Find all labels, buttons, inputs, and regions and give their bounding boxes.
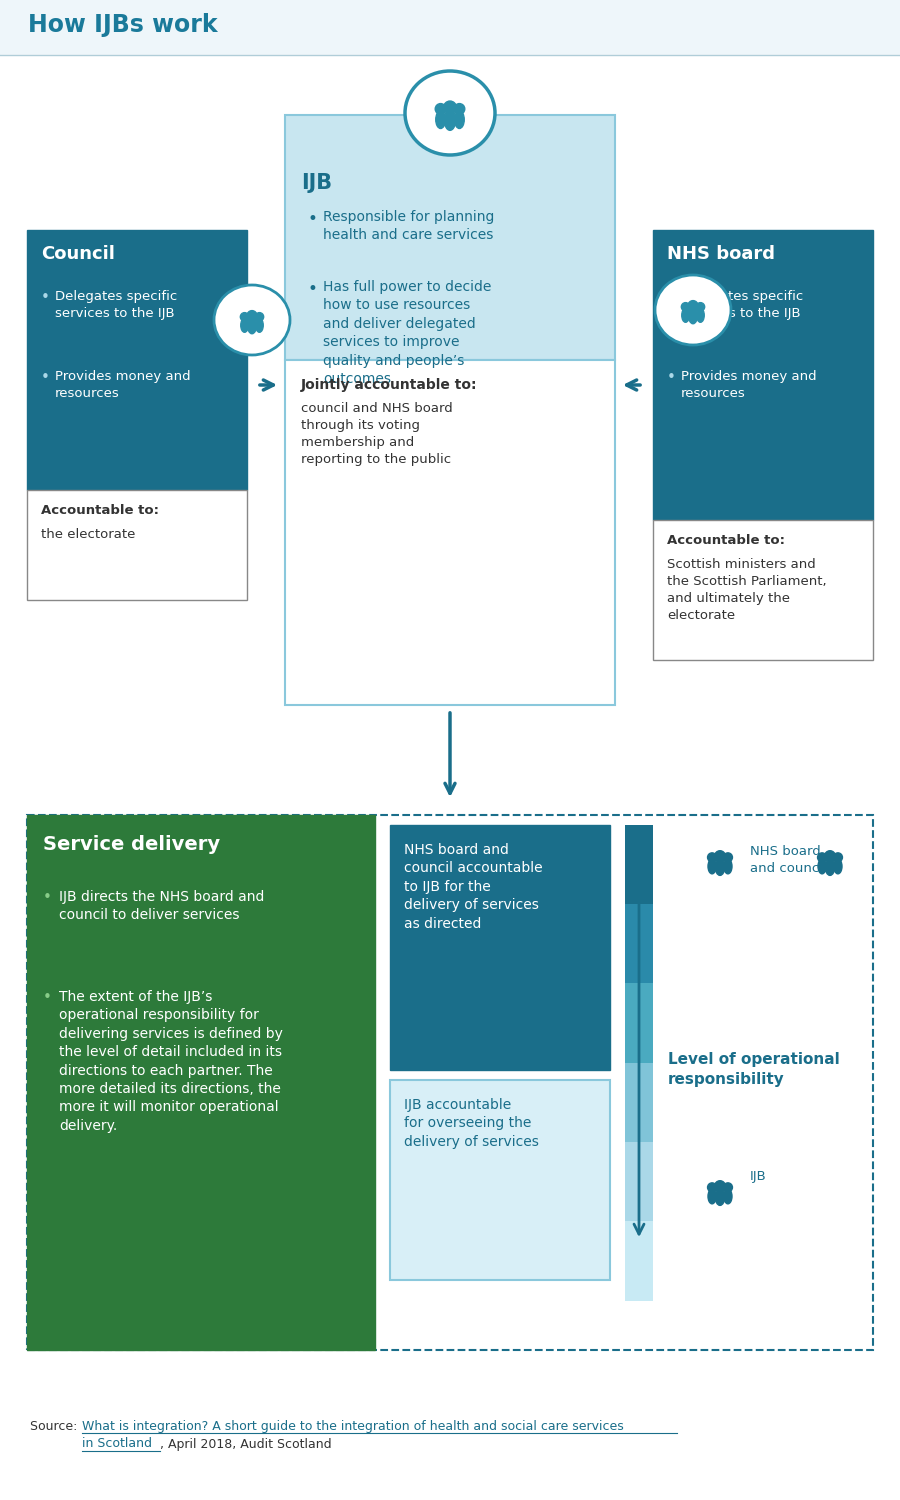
Text: the electorate: the electorate [41,528,135,542]
Ellipse shape [716,858,724,876]
Text: Provides money and
resources: Provides money and resources [681,370,816,400]
FancyBboxPatch shape [625,1221,653,1300]
Circle shape [436,104,446,114]
Circle shape [707,853,716,862]
Text: •: • [667,290,676,304]
Text: •: • [667,370,676,386]
Ellipse shape [248,318,256,334]
Ellipse shape [697,309,704,322]
FancyBboxPatch shape [285,360,615,705]
Text: NHS board and
council accountable
to IJB for the
delivery of services
as directe: NHS board and council accountable to IJB… [404,843,543,930]
Ellipse shape [445,110,455,130]
Text: Level of operational
responsibility: Level of operational responsibility [668,1052,840,1088]
Text: Service delivery: Service delivery [43,836,220,854]
FancyBboxPatch shape [625,984,653,1064]
Ellipse shape [688,308,698,324]
Ellipse shape [818,859,826,874]
FancyBboxPatch shape [0,0,900,56]
Ellipse shape [214,285,290,356]
Text: IJB accountable
for overseeing the
delivery of services: IJB accountable for overseeing the deliv… [404,1098,539,1149]
Text: •: • [43,990,52,1005]
Text: How IJBs work: How IJBs work [28,13,218,38]
FancyBboxPatch shape [27,815,375,1350]
FancyBboxPatch shape [27,230,247,490]
Text: IJB: IJB [301,172,332,194]
Text: What is integration? A short guide to the integration of health and social care : What is integration? A short guide to th… [82,1420,624,1450]
Circle shape [240,312,248,321]
Circle shape [724,1184,733,1192]
Text: •: • [41,370,50,386]
Ellipse shape [716,1188,724,1206]
Text: Has full power to decide
how to use resources
and deliver delegated
services to : Has full power to decide how to use reso… [323,280,491,386]
Text: NHS board
and council: NHS board and council [750,844,827,874]
FancyBboxPatch shape [625,904,653,984]
FancyBboxPatch shape [653,230,873,520]
Ellipse shape [655,274,731,345]
FancyBboxPatch shape [0,56,900,800]
Circle shape [454,104,464,114]
Ellipse shape [682,309,689,322]
Circle shape [715,850,725,861]
Ellipse shape [708,859,716,874]
FancyBboxPatch shape [653,520,873,660]
Text: Responsible for planning
health and care services: Responsible for planning health and care… [323,210,494,243]
Circle shape [724,853,733,862]
Circle shape [256,312,264,321]
Text: , April 2018, Audit Scotland: , April 2018, Audit Scotland [160,1438,331,1450]
Text: IJB directs the NHS board and
council to deliver services: IJB directs the NHS board and council to… [59,890,265,922]
Text: council and NHS board
through its voting
membership and
reporting to the public: council and NHS board through its voting… [301,402,453,466]
FancyBboxPatch shape [625,1142,653,1222]
Text: Accountable to:: Accountable to: [667,534,785,548]
Ellipse shape [724,859,732,874]
Text: •: • [41,290,50,304]
Circle shape [681,303,689,310]
Ellipse shape [256,318,263,333]
Text: •: • [307,210,317,228]
Text: Accountable to:: Accountable to: [41,504,159,518]
Circle shape [444,100,456,114]
Ellipse shape [833,859,842,874]
Text: •: • [307,280,317,298]
Ellipse shape [436,111,446,129]
Text: Delegates specific
services to the IJB: Delegates specific services to the IJB [55,290,177,320]
FancyBboxPatch shape [390,825,610,1070]
Ellipse shape [454,111,464,129]
Text: Jointly accountable to:: Jointly accountable to: [301,378,478,392]
FancyBboxPatch shape [285,116,615,360]
Ellipse shape [825,858,835,876]
Circle shape [824,850,835,861]
Text: IJB: IJB [750,1170,767,1184]
Text: NHS board: NHS board [667,244,775,262]
Ellipse shape [405,70,495,154]
Circle shape [707,1184,716,1192]
Circle shape [697,303,705,310]
Circle shape [715,1180,725,1191]
Circle shape [817,853,826,862]
FancyBboxPatch shape [27,490,247,600]
Text: Source:: Source: [30,1420,81,1432]
Text: •: • [43,890,52,904]
Text: Delegates specific
services to the IJB: Delegates specific services to the IJB [681,290,803,320]
FancyBboxPatch shape [625,1062,653,1143]
FancyBboxPatch shape [625,825,653,904]
Ellipse shape [708,1190,716,1204]
Text: Council: Council [41,244,115,262]
Circle shape [247,310,257,321]
Circle shape [833,853,842,862]
Text: Provides money and
resources: Provides money and resources [55,370,191,400]
Circle shape [688,300,698,310]
FancyBboxPatch shape [390,1080,610,1280]
FancyBboxPatch shape [27,815,873,1350]
Text: The extent of the IJB’s
operational responsibility for
delivering services is de: The extent of the IJB’s operational resp… [59,990,283,1132]
Ellipse shape [724,1190,732,1204]
Text: Scottish ministers and
the Scottish Parliament,
and ultimately the
electorate: Scottish ministers and the Scottish Parl… [667,558,826,622]
Ellipse shape [241,318,248,333]
